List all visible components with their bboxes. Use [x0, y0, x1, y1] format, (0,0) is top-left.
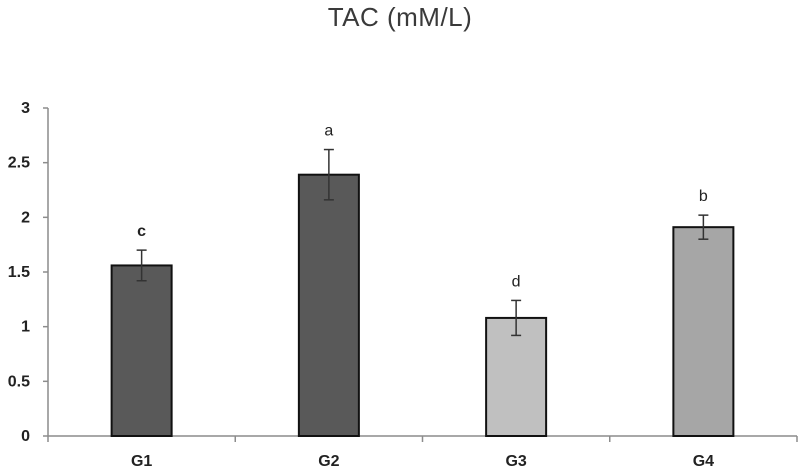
chart-title: TAC (mM/L) [327, 2, 473, 32]
significance-letter: d [512, 273, 521, 290]
y-tick-label: 3 [21, 100, 30, 117]
y-tick-label: 2 [21, 209, 30, 226]
y-tick-label: 2.5 [8, 155, 30, 172]
y-tick-label: 0.5 [8, 373, 30, 390]
category-label: G3 [505, 453, 526, 470]
bar [672, 226, 735, 437]
bar [110, 264, 173, 437]
significance-letter: c [137, 223, 146, 240]
category-label: G2 [318, 453, 339, 470]
bar [297, 173, 360, 437]
bar [485, 316, 548, 438]
category-label: G4 [693, 453, 714, 470]
significance-letter: b [699, 188, 708, 205]
y-tick-label: 0 [21, 428, 30, 445]
significance-letter: a [324, 123, 333, 140]
y-tick-label: 1.5 [8, 264, 30, 281]
y-tick-label: 1 [21, 319, 30, 336]
category-label: G1 [131, 453, 152, 470]
